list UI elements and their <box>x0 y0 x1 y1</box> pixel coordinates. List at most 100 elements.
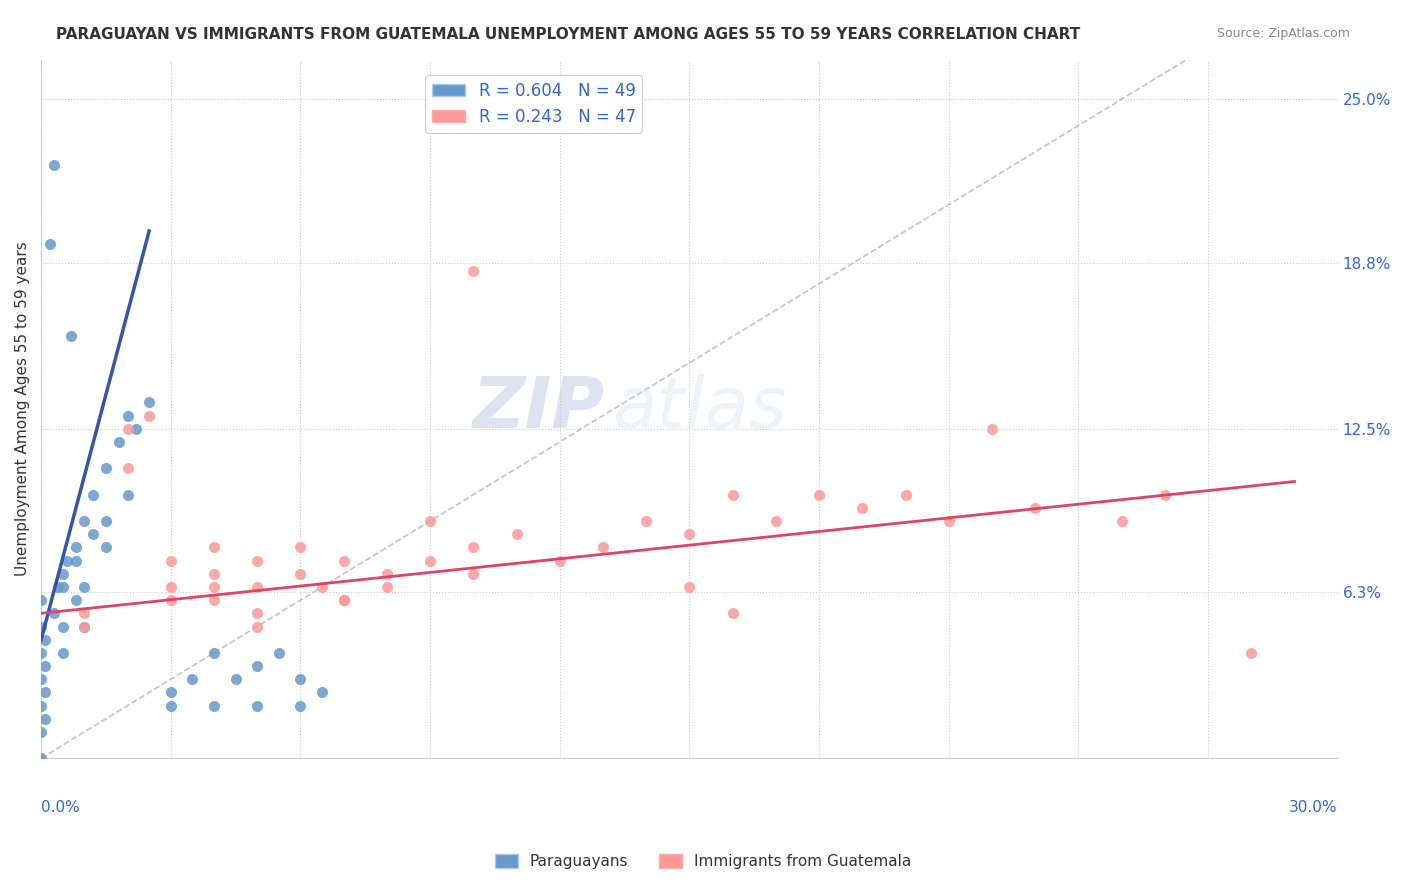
Point <box>636 514 658 528</box>
Point <box>463 566 485 581</box>
Point <box>34 685 56 699</box>
Point <box>34 659 56 673</box>
Point <box>117 422 139 436</box>
Point <box>246 607 269 621</box>
Point <box>592 541 614 555</box>
Point <box>65 553 87 567</box>
Point <box>65 593 87 607</box>
Point <box>48 580 70 594</box>
Point <box>73 619 96 633</box>
Point <box>246 698 269 713</box>
Point <box>73 580 96 594</box>
Point <box>159 685 181 699</box>
Point <box>678 580 700 594</box>
Text: ZIP: ZIP <box>472 375 605 443</box>
Point <box>1111 514 1133 528</box>
Point <box>246 619 269 633</box>
Point <box>73 619 96 633</box>
Point <box>181 672 204 686</box>
Point <box>30 725 52 739</box>
Point <box>30 593 52 607</box>
Point <box>290 541 312 555</box>
Point <box>42 158 65 172</box>
Point <box>678 527 700 541</box>
Point <box>332 593 354 607</box>
Point <box>60 329 83 343</box>
Point <box>42 607 65 621</box>
Point <box>56 553 79 567</box>
Point <box>117 409 139 423</box>
Point <box>225 672 247 686</box>
Point <box>290 566 312 581</box>
Point <box>463 541 485 555</box>
Point <box>125 422 148 436</box>
Point <box>375 566 398 581</box>
Point <box>246 580 269 594</box>
Point <box>65 541 87 555</box>
Point <box>419 514 441 528</box>
Point <box>202 566 225 581</box>
Point <box>311 685 333 699</box>
Point <box>332 553 354 567</box>
Point <box>202 698 225 713</box>
Point <box>202 593 225 607</box>
Text: PARAGUAYAN VS IMMIGRANTS FROM GUATEMALA UNEMPLOYMENT AMONG AGES 55 TO 59 YEARS C: PARAGUAYAN VS IMMIGRANTS FROM GUATEMALA … <box>56 27 1080 42</box>
Point <box>765 514 787 528</box>
Y-axis label: Unemployment Among Ages 55 to 59 years: Unemployment Among Ages 55 to 59 years <box>15 242 30 576</box>
Point <box>30 698 52 713</box>
Point <box>159 698 181 713</box>
Point <box>52 566 75 581</box>
Point <box>1154 488 1177 502</box>
Point <box>52 580 75 594</box>
Point <box>52 646 75 660</box>
Point <box>159 580 181 594</box>
Point <box>138 409 160 423</box>
Point <box>246 659 269 673</box>
Point <box>73 514 96 528</box>
Point <box>808 488 831 502</box>
Point <box>94 541 117 555</box>
Point <box>108 434 131 449</box>
Point <box>290 698 312 713</box>
Point <box>311 580 333 594</box>
Text: Source: ZipAtlas.com: Source: ZipAtlas.com <box>1216 27 1350 40</box>
Point <box>202 580 225 594</box>
Point <box>246 553 269 567</box>
Legend: R = 0.604   N = 49, R = 0.243   N = 47: R = 0.604 N = 49, R = 0.243 N = 47 <box>425 75 643 133</box>
Text: 0.0%: 0.0% <box>41 800 80 815</box>
Point <box>1024 500 1046 515</box>
Point <box>38 237 60 252</box>
Point <box>202 541 225 555</box>
Legend: Paraguayans, Immigrants from Guatemala: Paraguayans, Immigrants from Guatemala <box>489 848 917 875</box>
Point <box>202 646 225 660</box>
Point <box>82 527 104 541</box>
Point <box>505 527 527 541</box>
Point <box>117 488 139 502</box>
Point <box>721 488 744 502</box>
Point <box>30 619 52 633</box>
Point <box>851 500 873 515</box>
Point <box>30 672 52 686</box>
Point <box>34 712 56 726</box>
Point <box>159 553 181 567</box>
Text: atlas: atlas <box>612 375 786 443</box>
Point <box>1240 646 1263 660</box>
Point <box>82 488 104 502</box>
Point <box>332 593 354 607</box>
Point <box>548 553 571 567</box>
Point <box>30 646 52 660</box>
Point <box>117 461 139 475</box>
Point <box>94 461 117 475</box>
Point <box>290 672 312 686</box>
Point <box>463 263 485 277</box>
Point <box>34 632 56 647</box>
Point <box>73 607 96 621</box>
Point <box>938 514 960 528</box>
Point <box>721 607 744 621</box>
Point <box>94 514 117 528</box>
Text: 30.0%: 30.0% <box>1289 800 1337 815</box>
Point <box>894 488 917 502</box>
Point <box>375 580 398 594</box>
Point <box>419 553 441 567</box>
Point <box>159 593 181 607</box>
